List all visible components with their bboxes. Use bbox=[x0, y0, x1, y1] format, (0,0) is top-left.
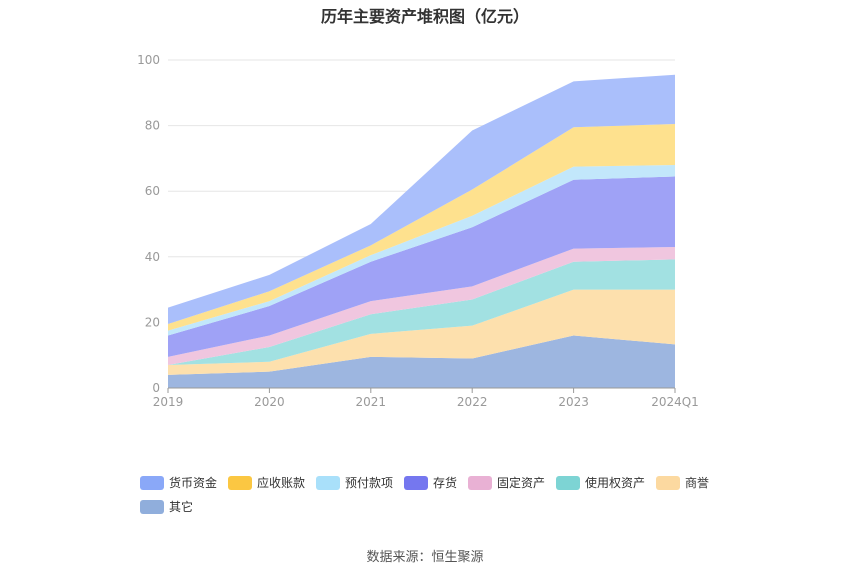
legend-label: 商誉 bbox=[685, 476, 710, 490]
area-series-7 bbox=[168, 74, 675, 325]
legend-swatch bbox=[656, 475, 680, 490]
area-series-0 bbox=[168, 335, 675, 388]
legend-item-cash[interactable]: 货币资金 bbox=[140, 474, 217, 491]
area-series-1 bbox=[168, 289, 675, 375]
axes: 0 20 40 60 80 100 2019 2020 2021 2022 2023 2024Q1 bbox=[137, 53, 699, 409]
legend-item-other[interactable]: 其它 bbox=[140, 498, 193, 515]
area-series-6 bbox=[168, 123, 675, 331]
legend-swatch bbox=[468, 475, 492, 490]
data-source: 数据来源：恒生聚源 bbox=[366, 550, 484, 565]
legend-label: 使用权资产 bbox=[585, 476, 646, 490]
legend-item-inventory[interactable]: 存货 bbox=[404, 474, 457, 491]
legend-swatch bbox=[316, 475, 340, 490]
legend-item-prepayments[interactable]: 预付款项 bbox=[316, 474, 393, 491]
legend-label: 应收账款 bbox=[257, 476, 306, 490]
x-tick-label: 2021 bbox=[356, 395, 387, 409]
x-tick-label: 2020 bbox=[254, 395, 285, 409]
legend-swatch bbox=[140, 499, 164, 514]
area-series-5 bbox=[168, 164, 675, 336]
legend-label: 预付款项 bbox=[345, 476, 394, 490]
y-tick-label: 60 bbox=[145, 184, 160, 198]
y-tick-label: 0 bbox=[152, 381, 160, 395]
y-tick-label: 20 bbox=[145, 315, 160, 329]
y-tick-label: 80 bbox=[145, 119, 160, 133]
y-tick-label: 40 bbox=[145, 250, 160, 264]
legend-item-right-of-use-assets[interactable]: 使用权资产 bbox=[556, 474, 645, 491]
legend-label: 其它 bbox=[169, 500, 194, 514]
x-tick-label: 2024Q1 bbox=[651, 395, 699, 409]
legend-item-receivables[interactable]: 应收账款 bbox=[228, 474, 305, 491]
x-tick-label: 2023 bbox=[558, 395, 589, 409]
chart-title: 历年主要资产堆积图（亿元） bbox=[320, 7, 529, 26]
legend-item-goodwill[interactable]: 商誉 bbox=[656, 474, 709, 491]
legend-item-fixed-assets[interactable]: 固定资产 bbox=[468, 474, 545, 491]
area-series-2 bbox=[168, 259, 675, 366]
area-series-4 bbox=[168, 176, 675, 357]
legend-label: 货币资金 bbox=[169, 476, 218, 490]
legend-swatch bbox=[228, 475, 252, 490]
area-series bbox=[168, 74, 675, 388]
x-tick-label: 2019 bbox=[153, 395, 184, 409]
legend-swatch bbox=[404, 475, 428, 490]
legend-swatch bbox=[556, 475, 580, 490]
y-tick-label: 100 bbox=[137, 53, 160, 67]
x-tick-label: 2022 bbox=[457, 395, 488, 409]
legend-label: 固定资产 bbox=[497, 476, 546, 490]
area-series-3 bbox=[168, 246, 675, 366]
legend-label: 存货 bbox=[433, 476, 458, 490]
legend-swatch bbox=[140, 475, 164, 490]
